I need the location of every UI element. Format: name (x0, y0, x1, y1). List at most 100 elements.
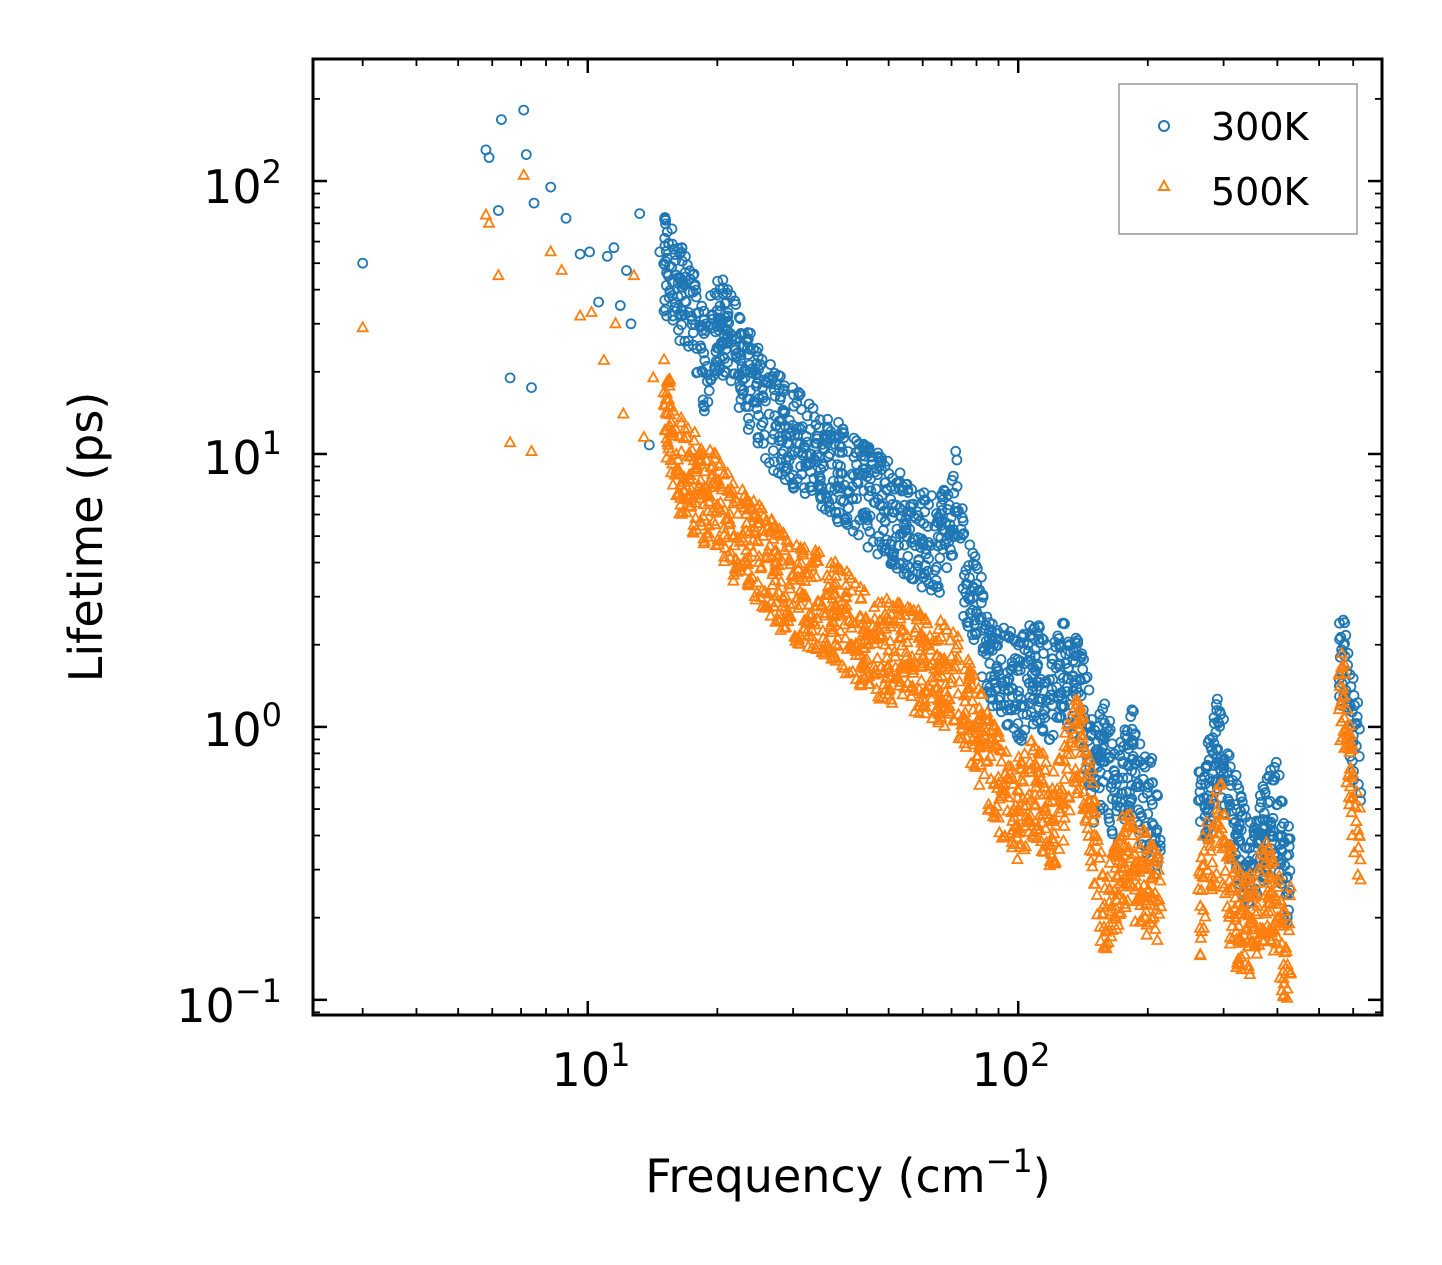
scatter-point (1204, 734, 1215, 746)
scatter-point (1277, 957, 1291, 970)
data-point (574, 248, 586, 260)
scatter-point (727, 567, 741, 580)
scatter-point (1016, 730, 1028, 742)
scatter-point (1263, 851, 1277, 863)
scatter-point (1046, 684, 1058, 695)
scatter-point (785, 568, 799, 580)
scatter-point (879, 622, 893, 634)
scatter-point (1264, 932, 1278, 945)
scatter-point (688, 510, 703, 523)
scatter-point (667, 314, 679, 326)
scatter-point (972, 740, 986, 753)
scatter-point (769, 367, 781, 379)
scatter-point (1012, 665, 1023, 676)
scatter-point (1207, 768, 1219, 780)
scatter-point (768, 384, 780, 396)
scatter-point (960, 730, 974, 743)
scatter-point (748, 506, 763, 519)
scatter-point (768, 521, 782, 534)
scatter-point (1094, 844, 1108, 857)
x-tick-label-100: 102 (972, 1036, 1051, 1097)
scatter-point (863, 446, 874, 458)
scatter-point (1142, 848, 1157, 861)
scatter-point (766, 434, 778, 445)
data-point (1081, 770, 1095, 783)
scatter-point (1254, 842, 1268, 855)
data-point (991, 776, 1006, 788)
scatter-point (1044, 846, 1058, 859)
scatter-point (794, 388, 806, 400)
scatter-point (1267, 854, 1281, 867)
scatter-point (1344, 669, 1356, 680)
scatter-point (1280, 990, 1294, 1003)
scatter-point (1075, 731, 1089, 743)
scatter-point (782, 609, 796, 622)
scatter-point (1052, 751, 1066, 764)
scatter-point (895, 622, 909, 635)
data-point (1020, 790, 1034, 803)
scatter-point (742, 393, 753, 405)
scatter-point (1207, 791, 1222, 804)
scatter-point (1104, 715, 1116, 727)
data-point (1240, 922, 1254, 935)
scatter-point (1032, 744, 1046, 757)
scatter-point (1003, 699, 1015, 711)
scatter-point (778, 543, 792, 556)
scatter-point (1343, 738, 1357, 751)
scatter-point (1078, 759, 1092, 771)
scatter-point (748, 364, 760, 376)
scatter-point (768, 573, 782, 586)
scatter-point (699, 405, 710, 417)
scatter-point (1120, 817, 1134, 830)
scatter-point (1283, 888, 1297, 901)
scatter-point (1001, 759, 1015, 771)
scatter-point (1044, 733, 1056, 745)
scatter-point (1140, 927, 1154, 940)
scatter-point (1132, 890, 1146, 903)
scatter-point (893, 540, 904, 551)
data-point (658, 398, 672, 411)
scatter-point (801, 430, 812, 442)
scatter-point (1191, 882, 1205, 894)
scatter-point (1062, 789, 1076, 802)
scatter-point (971, 578, 983, 590)
scatter-point (741, 333, 753, 345)
scatter-point (923, 629, 937, 642)
data-point (1029, 780, 1043, 792)
scatter-point (887, 555, 898, 567)
scatter-point (752, 516, 766, 529)
scatter-point (788, 482, 799, 494)
scatter-point (1343, 717, 1357, 730)
scatter-point (1245, 877, 1259, 890)
scatter-point (870, 483, 882, 495)
scatter-point (674, 410, 688, 423)
scatter-point (894, 475, 905, 487)
scatter-point (1126, 734, 1138, 746)
scatter-point (1148, 885, 1162, 898)
scatter-point (977, 767, 991, 779)
scatter-point (1146, 838, 1160, 851)
scatter-point (801, 639, 815, 652)
scatter-point (721, 530, 735, 543)
scatter-point (742, 327, 754, 338)
scatter-point (1017, 799, 1031, 811)
scatter-point (833, 624, 847, 636)
scatter-point (1028, 798, 1042, 811)
scatter-point (1076, 710, 1090, 722)
scatter-point (879, 516, 891, 528)
scatter-point (934, 706, 948, 719)
scatter-point (669, 297, 681, 309)
scatter-point (912, 705, 926, 718)
scatter-point (897, 484, 909, 496)
scatter-point (822, 437, 833, 449)
scatter-point (1025, 733, 1039, 746)
scatter-point (839, 598, 854, 611)
scatter-point (1018, 637, 1030, 649)
scatter-point (1085, 844, 1099, 857)
scatter-point (905, 679, 920, 691)
scatter-point (913, 555, 925, 567)
scatter-point (1052, 842, 1066, 854)
scatter-point (968, 634, 980, 645)
scatter-point (1345, 805, 1359, 818)
scatter-point (677, 431, 691, 444)
